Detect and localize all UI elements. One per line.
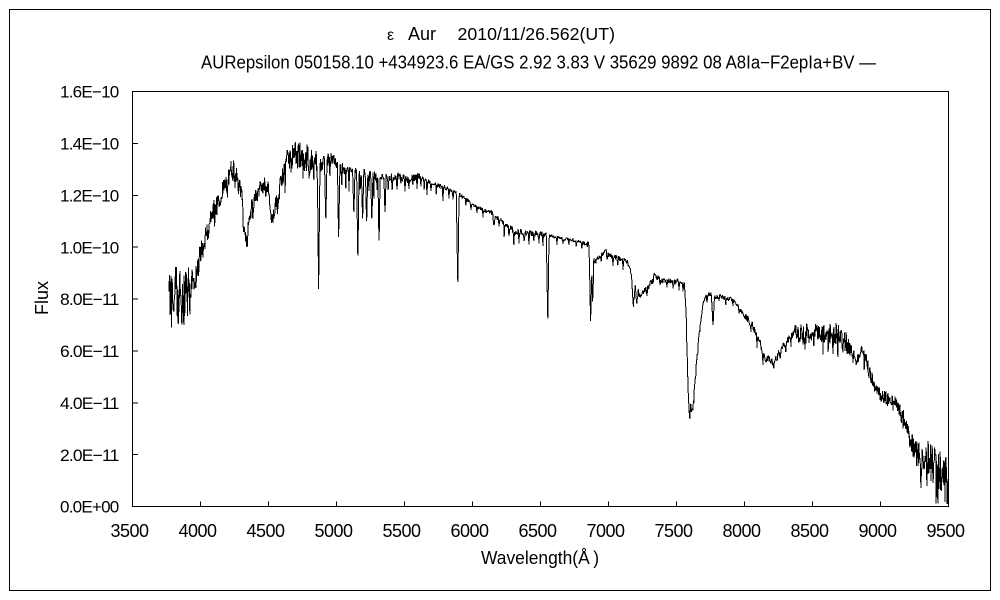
svg-text:ε: ε [387,27,394,44]
svg-text:1.2E−10: 1.2E−10 [60,186,119,205]
svg-text:3500: 3500 [111,521,149,541]
svg-text:2.0E−11: 2.0E−11 [60,446,119,465]
svg-text:AURepsilon 050158.10 +434923.6: AURepsilon 050158.10 +434923.6 EA/GS 2.9… [201,53,876,73]
svg-text:1.0E−10: 1.0E−10 [60,238,119,257]
svg-text:6000: 6000 [451,521,489,541]
svg-text:1.6E−10: 1.6E−10 [60,83,119,102]
svg-text:1.4E−10: 1.4E−10 [60,135,119,154]
svg-text:9000: 9000 [859,521,897,541]
svg-text:Aur: Aur [408,24,436,44]
svg-text:8500: 8500 [791,521,829,541]
svg-text:6.0E−11: 6.0E−11 [60,342,119,361]
svg-text:0.0E+00: 0.0E+00 [60,498,119,517]
svg-text:5000: 5000 [315,521,353,541]
svg-text:5500: 5500 [383,521,421,541]
svg-text:4000: 4000 [179,521,217,541]
svg-text:8000: 8000 [723,521,761,541]
svg-text:4500: 4500 [247,521,285,541]
svg-text:7500: 7500 [655,521,693,541]
svg-text:7000: 7000 [587,521,625,541]
svg-text:4.0E−11: 4.0E−11 [60,394,119,413]
svg-text:6500: 6500 [519,521,557,541]
svg-text:8.0E−11: 8.0E−11 [60,290,119,309]
svg-text:Flux: Flux [32,281,52,315]
svg-text:2010/11/26.562(UT): 2010/11/26.562(UT) [458,24,616,44]
svg-text:9500: 9500 [927,521,965,541]
svg-text:Wavelength(Å ): Wavelength(Å ) [481,548,599,568]
